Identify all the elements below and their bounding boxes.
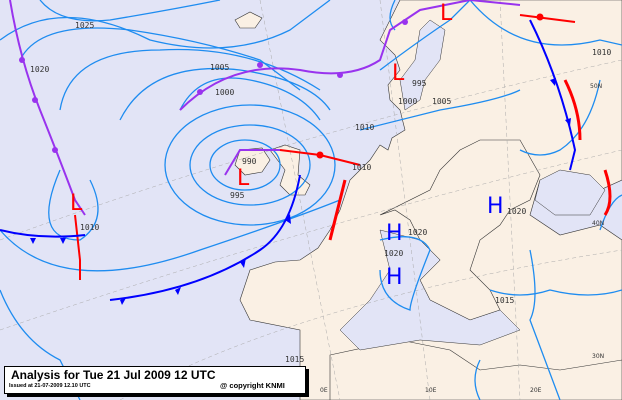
isobar-label: 1005 bbox=[210, 63, 229, 72]
occluded-front bbox=[9, 0, 86, 216]
front-symbols bbox=[19, 13, 571, 305]
cold-front bbox=[0, 229, 86, 238]
isobar-label: 1000 bbox=[398, 97, 417, 106]
cold-front bbox=[529, 19, 577, 171]
warm-front bbox=[74, 214, 81, 280]
map-caption-box: Analysis for Tue 21 Jul 2009 12 UTC Issu… bbox=[4, 366, 306, 394]
warm-front bbox=[603, 169, 612, 216]
longitude-label: 10E bbox=[425, 387, 437, 394]
isobar-label: 1015 bbox=[285, 355, 304, 364]
warm-front bbox=[328, 179, 347, 241]
isobar-label: 1020 bbox=[408, 228, 427, 237]
latitude-label: 40N bbox=[592, 220, 604, 227]
isobar-label: 1020 bbox=[507, 207, 526, 216]
occluded-front bbox=[224, 149, 280, 176]
isobar-label: 1020 bbox=[30, 65, 49, 74]
copyright-notice: @ copyright KNMI bbox=[220, 381, 285, 390]
high-pressure-marker: H bbox=[487, 194, 504, 219]
map-title: Analysis for Tue 21 Jul 2009 12 UTC bbox=[11, 368, 216, 382]
high-pressure-marker: H bbox=[386, 265, 403, 290]
isobar-label: 1005 bbox=[432, 97, 451, 106]
isobar-label: 1010 bbox=[352, 163, 371, 172]
isobar-label: 990 bbox=[242, 157, 257, 166]
isobar-label: 1010 bbox=[80, 223, 99, 232]
grid-labels: 50N 40N 30N 0E 10E 20E bbox=[320, 83, 604, 394]
isobar-label: 1025 bbox=[75, 21, 94, 30]
fronts bbox=[0, 0, 612, 301]
low-pressure-marker: L bbox=[237, 166, 250, 191]
occluded-front bbox=[179, 0, 521, 111]
land bbox=[234, 0, 622, 400]
warm-front bbox=[519, 14, 576, 23]
isobar-label: 1000 bbox=[215, 88, 234, 97]
isobar-label: 1015 bbox=[495, 296, 514, 305]
high-pressure-marker: H bbox=[386, 221, 403, 246]
isobar-labels: 1025 1020 1005 1000 995 990 1010 995 100… bbox=[30, 21, 611, 364]
latitude-label: 50N bbox=[590, 83, 602, 90]
isobar-label: 1010 bbox=[355, 123, 374, 132]
longitude-label: 0E bbox=[320, 387, 328, 394]
isobar-label: 995 bbox=[230, 191, 245, 200]
latitude-label: 30N bbox=[592, 353, 604, 360]
isobar-label: 1020 bbox=[384, 249, 403, 258]
issued-time: Issued at 21-07-2009 12.10 UTC bbox=[9, 383, 91, 389]
cold-front bbox=[109, 174, 301, 301]
warm-front bbox=[563, 79, 582, 141]
longitude-label: 20E bbox=[530, 387, 542, 394]
pressure-centers: L L L L H H H bbox=[70, 1, 504, 290]
low-pressure-marker: L bbox=[392, 61, 405, 86]
inland-seas bbox=[339, 19, 606, 351]
low-pressure-marker: L bbox=[70, 191, 83, 216]
isobar-label: 1010 bbox=[592, 48, 611, 57]
isobar-label: 995 bbox=[412, 79, 427, 88]
low-pressure-marker: L bbox=[440, 1, 453, 26]
